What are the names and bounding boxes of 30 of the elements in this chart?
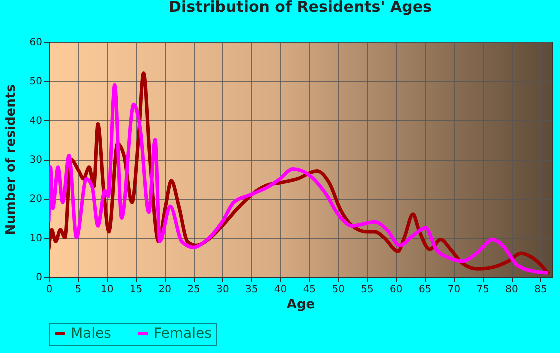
y-tick-label: 20: [30, 194, 42, 206]
y-tick-label: 50: [30, 76, 42, 88]
y-tick-label: 30: [30, 155, 42, 166]
x-tick-label: 0: [46, 284, 53, 296]
x-tick-label: 75: [476, 284, 490, 296]
x-axis-title: Age: [286, 298, 316, 312]
chart-title: Distribution of Residents' Ages: [169, 0, 432, 16]
x-tick-label: 20: [158, 284, 172, 296]
legend-label: Males: [71, 326, 112, 342]
x-tick-label: 25: [188, 284, 200, 296]
y-tick-label: 0: [36, 272, 42, 284]
y-tick-label: 60: [30, 38, 42, 48]
x-tick-label: 80: [506, 284, 518, 296]
x-tick-label: 55: [361, 284, 374, 296]
x-tick-label: 30: [216, 284, 230, 296]
x-tick-label: 85: [534, 284, 548, 296]
legend-label: Females: [154, 326, 212, 342]
y-axis-title: Number of residents: [4, 84, 19, 236]
x-tick-label: 45: [303, 284, 316, 296]
x-tick-label: 60: [390, 284, 403, 296]
x-tick-label: 40: [274, 284, 288, 296]
x-tick-label: 15: [130, 284, 143, 296]
x-tick-label: 50: [332, 284, 345, 296]
y-tick-label: 40: [30, 116, 42, 127]
x-tick-label: 35: [245, 284, 258, 296]
x-tick-label: 70: [448, 284, 461, 296]
x-tick-label: 65: [418, 284, 432, 296]
x-tick-label: 10: [100, 284, 114, 296]
x-tick-label: 5: [75, 284, 82, 296]
y-tick-label: 10: [30, 233, 42, 244]
